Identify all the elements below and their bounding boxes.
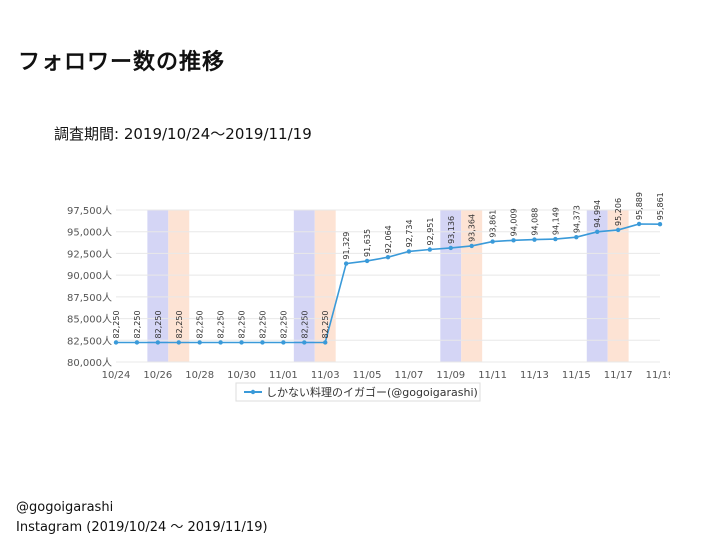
data-point bbox=[406, 249, 412, 254]
data-label: 95,889 bbox=[635, 192, 644, 220]
x-tick-label: 11/09 bbox=[436, 370, 465, 381]
data-point bbox=[574, 234, 579, 240]
data-label: 82,250 bbox=[196, 310, 205, 338]
data-label: 94,149 bbox=[551, 207, 560, 235]
data-point bbox=[343, 261, 349, 266]
data-label: 95,206 bbox=[614, 198, 623, 226]
follower-chart: 80,000人 82,500人 85,000人 87,500人 90,000人 92,50… bbox=[40, 190, 674, 410]
data-label: 92,064 bbox=[384, 225, 393, 253]
y-tick-label: 85,000人 bbox=[67, 314, 112, 326]
data-label: 92,734 bbox=[405, 219, 414, 247]
saturday-band bbox=[147, 210, 169, 362]
x-tick-label: 11/07 bbox=[395, 370, 424, 381]
y-tick-label: 87,500人 bbox=[67, 292, 112, 304]
data-point bbox=[281, 340, 286, 345]
y-tick-label: 92,500人 bbox=[67, 248, 112, 260]
data-point bbox=[197, 340, 202, 345]
legend-marker bbox=[250, 389, 256, 395]
footer-account: @gogoigarashi bbox=[16, 500, 114, 515]
x-tick-label: 11/05 bbox=[353, 370, 382, 381]
x-tick-label: 11/17 bbox=[604, 370, 633, 381]
data-point bbox=[553, 236, 558, 242]
data-label: 94,373 bbox=[572, 205, 581, 233]
data-label: 95,861 bbox=[656, 192, 665, 220]
data-point bbox=[469, 243, 474, 249]
data-label: 82,250 bbox=[300, 310, 309, 338]
data-point bbox=[615, 227, 621, 233]
page-title: フォロワー数の推移 bbox=[18, 50, 226, 75]
data-label: 93,136 bbox=[447, 216, 456, 244]
data-label: 94,994 bbox=[593, 200, 602, 228]
data-point bbox=[176, 340, 181, 345]
data-label: 92,951 bbox=[426, 218, 435, 246]
data-point bbox=[134, 340, 140, 345]
footer-source: Instagram (2019/10/24 〜 2019/11/19) bbox=[16, 520, 268, 535]
x-tick-label: 10/26 bbox=[143, 370, 172, 381]
x-tick-label: 10/24 bbox=[102, 370, 131, 381]
saturday-band bbox=[586, 210, 608, 362]
data-label: 82,250 bbox=[279, 310, 288, 338]
saturday-band bbox=[293, 210, 315, 362]
data-label: 93,861 bbox=[489, 210, 498, 238]
y-tick-label: 82,500人 bbox=[67, 335, 112, 347]
data-point bbox=[364, 258, 370, 264]
data-point bbox=[448, 245, 453, 251]
data-point bbox=[113, 340, 119, 345]
sunday-band bbox=[461, 210, 483, 362]
x-tick-label: 10/30 bbox=[227, 370, 256, 381]
x-tick-label: 11/19 bbox=[646, 370, 670, 381]
y-tick-label: 95,000人 bbox=[67, 227, 112, 239]
x-tick-label: 11/01 bbox=[269, 370, 298, 381]
data-label: 94,088 bbox=[530, 208, 539, 236]
data-point bbox=[239, 340, 244, 345]
data-label: 82,250 bbox=[238, 310, 247, 338]
x-tick-label: 11/03 bbox=[311, 370, 340, 381]
sunday-band bbox=[168, 210, 190, 362]
data-label: 82,250 bbox=[112, 310, 121, 338]
data-point bbox=[260, 340, 265, 345]
data-label: 93,364 bbox=[468, 214, 477, 242]
data-label: 82,250 bbox=[154, 310, 163, 338]
y-tick-label: 97,500人 bbox=[67, 205, 112, 217]
survey-period: 調査期間: 2019/10/24〜2019/11/19 bbox=[54, 125, 312, 143]
x-tick-label: 11/11 bbox=[478, 370, 507, 381]
data-point bbox=[657, 222, 663, 227]
x-tick-label: 11/13 bbox=[520, 370, 549, 381]
line-chart-svg: 80,000人 82,500人 85,000人 87,500人 90,000人 92,50… bbox=[67, 192, 674, 402]
data-label: 91,329 bbox=[342, 232, 351, 260]
data-point bbox=[427, 247, 433, 252]
data-point bbox=[385, 255, 391, 260]
data-label: 91,635 bbox=[363, 229, 372, 257]
data-point bbox=[595, 229, 600, 234]
data-label: 82,250 bbox=[175, 310, 184, 338]
data-label: 82,250 bbox=[258, 310, 267, 338]
data-point bbox=[302, 340, 307, 345]
data-point bbox=[323, 340, 328, 345]
sunday-band bbox=[607, 210, 629, 362]
data-point bbox=[490, 239, 495, 244]
data-label: 94,009 bbox=[510, 208, 519, 236]
x-tick-label: 11/15 bbox=[562, 370, 591, 381]
data-label: 82,250 bbox=[217, 310, 226, 338]
footer: @gogoigarashi Instagram (2019/10/24 〜 20… bbox=[16, 498, 268, 538]
x-tick-label: 10/28 bbox=[185, 370, 214, 381]
legend-label: しかない料理のイガゴー(@gogoigarashi) bbox=[266, 385, 478, 399]
y-tick-label: 90,000人 bbox=[67, 270, 112, 282]
data-point bbox=[155, 340, 161, 345]
y-tick-label: 80,000人 bbox=[67, 357, 112, 369]
data-point bbox=[218, 340, 223, 345]
data-point bbox=[532, 237, 537, 242]
data-label: 82,250 bbox=[321, 310, 330, 338]
data-point bbox=[636, 221, 642, 227]
data-point bbox=[511, 238, 516, 243]
legend-box bbox=[235, 382, 481, 402]
data-label: 82,250 bbox=[133, 310, 142, 338]
